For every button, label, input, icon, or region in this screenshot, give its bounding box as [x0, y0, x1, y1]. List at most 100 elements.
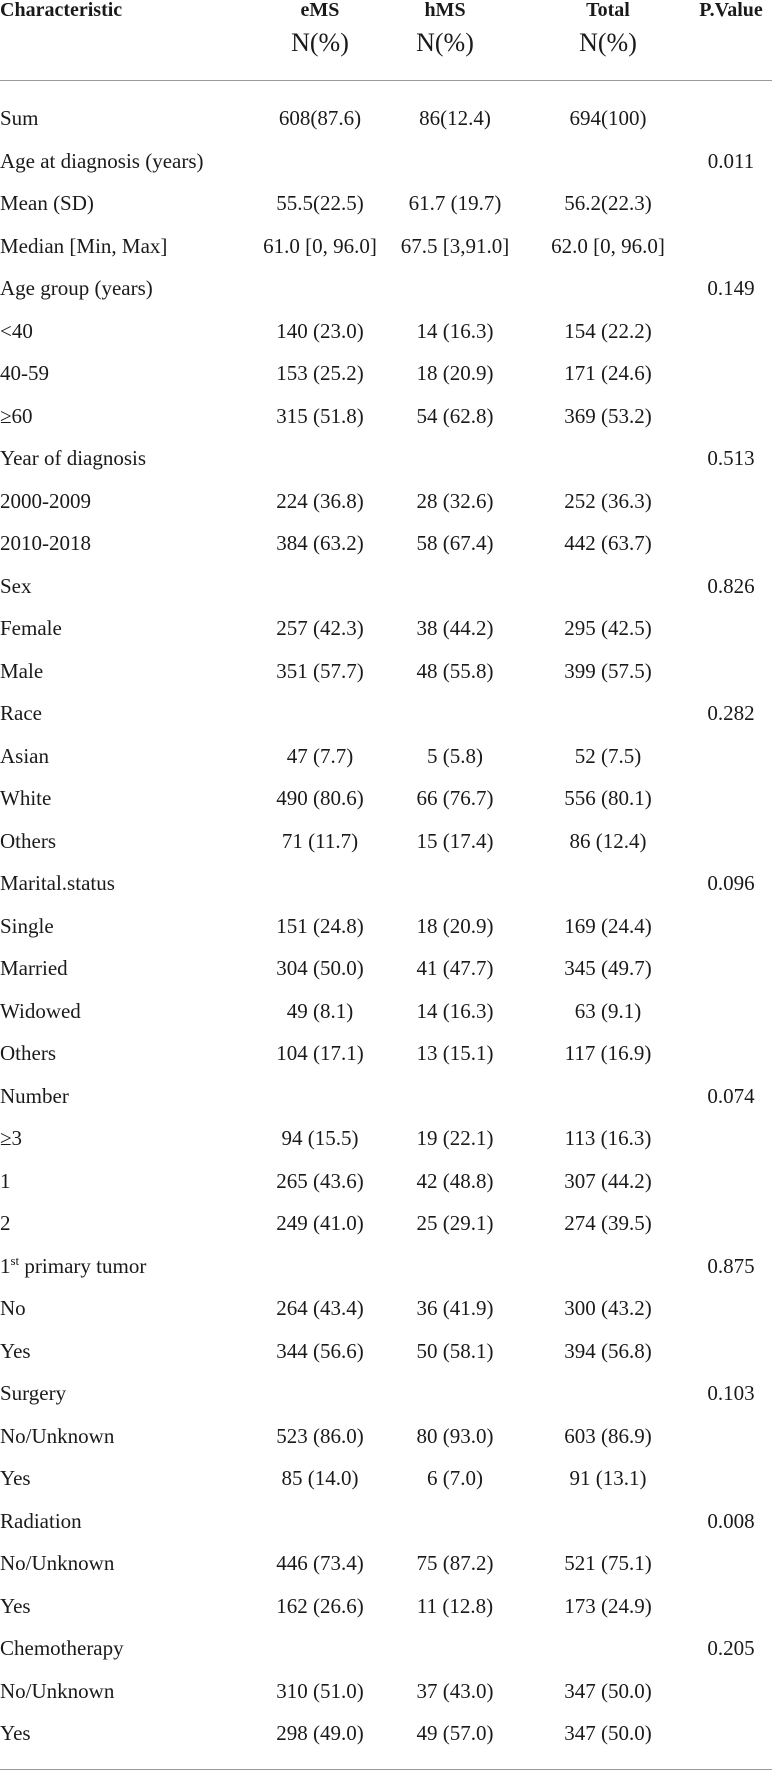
- cell-hms: 18 (20.9): [416, 361, 494, 385]
- table-row: 1 265 (43.6) 42 (48.8) 307 (44.2): [0, 1160, 772, 1203]
- row-label: Mean (SD): [0, 191, 94, 215]
- cell-ems: 249 (41.0): [276, 1211, 364, 1235]
- cell-ems: 304 (50.0): [276, 956, 364, 980]
- row-label: Sum: [0, 106, 39, 130]
- cell-hms: 5 (5.8): [427, 743, 483, 768]
- cell-total: 113 (16.3): [564, 1126, 652, 1150]
- cell-hms: 48 (55.8): [416, 658, 494, 683]
- row-label: ≥60: [0, 403, 33, 428]
- cell-hms: 41 (47.7): [416, 956, 494, 980]
- table-row: Sex 0.826: [0, 565, 772, 608]
- cell-pvalue: 0.282: [707, 701, 755, 725]
- row-label: No: [0, 1296, 26, 1320]
- row-label: Year of diagnosis: [0, 446, 147, 470]
- cell-total: 399 (57.5): [564, 658, 652, 683]
- row-label: Radiation: [0, 1508, 82, 1533]
- cell-total: 52 (7.5): [574, 743, 642, 768]
- row-label-rest: primary tumor: [19, 1253, 147, 1278]
- cell-total: 347 (50.0): [564, 1721, 652, 1745]
- cell-hms: 19 (22.1): [416, 1126, 494, 1150]
- cell-total: 442 (63.7): [564, 531, 652, 555]
- row-label: 1: [0, 1168, 11, 1193]
- table-row: No/Unknown 310 (51.0) 37 (43.0) 347 (50.0): [0, 1670, 772, 1713]
- cell-ems: 446 (73.4): [276, 1551, 364, 1575]
- row-label: Male: [0, 658, 44, 683]
- cell-hms: 49 (57.0): [416, 1721, 494, 1745]
- row-label: 2010-2018: [0, 531, 91, 555]
- cell-pvalue: 0.008: [707, 1508, 755, 1533]
- header-hms-name: hMS: [424, 0, 466, 21]
- header-total: Total N(%): [558, 0, 658, 56]
- cell-total: 171 (24.6): [564, 361, 652, 385]
- table-row: ≥3 94 (15.5) 19 (22.1) 113 (16.3): [0, 1117, 772, 1160]
- cell-total: 62.0 [0, 96.0]: [551, 233, 665, 258]
- cell-hms: 37 (43.0): [416, 1678, 494, 1703]
- cell-total: 56.2(22.3): [564, 191, 652, 215]
- table-row: White 490 (80.6) 66 (76.7) 556 (80.1): [0, 777, 772, 820]
- header-total-unit: N(%): [579, 28, 637, 57]
- cell-ems: 310 (51.0): [276, 1678, 364, 1703]
- cell-pvalue: 0.074: [707, 1083, 755, 1108]
- table-row: 2 249 (41.0) 25 (29.1) 274 (39.5): [0, 1202, 772, 1245]
- header-hms: hMS N(%): [395, 0, 495, 56]
- cell-total: 300 (43.2): [564, 1296, 652, 1320]
- cell-total: 556 (80.1): [564, 786, 652, 810]
- row-label: Sex: [0, 573, 32, 598]
- row-label: Others: [0, 1041, 56, 1065]
- table-row: No/Unknown 446 (73.4) 75 (87.2) 521 (75.1): [0, 1542, 772, 1585]
- table-row: Widowed 49 (8.1) 14 (16.3) 63 (9.1): [0, 990, 772, 1033]
- cell-total: 307 (44.2): [564, 1168, 652, 1193]
- row-label: White: [0, 786, 52, 810]
- cell-ems: 71 (11.7): [281, 828, 359, 853]
- cell-ems: 264 (43.4): [276, 1296, 364, 1320]
- cell-hms: 38 (44.2): [416, 616, 494, 640]
- table-row: Yes 298 (49.0) 49 (57.0) 347 (50.0): [0, 1712, 772, 1755]
- row-label-superscript: st: [10, 1252, 20, 1268]
- cell-hms: 58 (67.4): [416, 531, 494, 555]
- table-header: Characteristic eMS N(%) hMS N(%) Total N…: [0, 0, 772, 81]
- cell-total: 86 (12.4): [569, 828, 647, 853]
- cell-pvalue: 0.103: [707, 1381, 755, 1405]
- table-row: Yes 162 (26.6) 11 (12.8) 173 (24.9): [0, 1585, 772, 1628]
- cell-total: 295 (42.5): [564, 616, 652, 640]
- header-total-name: Total: [586, 0, 630, 21]
- cell-ems: 94 (15.5): [281, 1126, 359, 1150]
- row-label: 40-59: [0, 361, 49, 385]
- table-row: Number 0.074: [0, 1075, 772, 1118]
- table-row: Yes 344 (56.6) 50 (58.1) 394 (56.8): [0, 1330, 772, 1373]
- table-row: Age group (years) 0.149: [0, 267, 772, 310]
- cell-ems: 257 (42.3): [276, 616, 364, 640]
- row-label: Number: [0, 1083, 69, 1108]
- row-label: Age group (years): [0, 276, 153, 300]
- row-label: ≥3: [0, 1126, 23, 1150]
- row-label: Yes: [0, 1593, 31, 1618]
- table-row: Others 71 (11.7) 15 (17.4) 86 (12.4): [0, 820, 772, 863]
- row-label: No/Unknown: [0, 1423, 115, 1448]
- cell-total: 694(100): [569, 106, 647, 130]
- row-label: No/Unknown: [0, 1678, 115, 1703]
- cell-ems: 49 (8.1): [286, 998, 354, 1023]
- cell-hms: 66 (76.7): [416, 786, 494, 810]
- cell-ems: 85 (14.0): [281, 1466, 359, 1490]
- cell-hms: 86(12.4): [419, 106, 491, 130]
- row-label: Widowed: [0, 998, 81, 1023]
- cell-ems: 298 (49.0): [276, 1721, 364, 1745]
- cell-hms: 11 (12.8): [416, 1593, 494, 1618]
- cell-hms: 54 (62.8): [416, 403, 494, 428]
- row-label: Female: [0, 616, 62, 640]
- cell-ems: 384 (63.2): [276, 531, 364, 555]
- table-row: Radiation 0.008: [0, 1500, 772, 1543]
- table-row: Single 151 (24.8) 18 (20.9) 169 (24.4): [0, 905, 772, 948]
- cell-hms: 14 (16.3): [416, 998, 494, 1023]
- cell-hms: 42 (48.8): [416, 1168, 494, 1193]
- cell-ems: 153 (25.2): [276, 361, 364, 385]
- table-row: 2010-2018 384 (63.2) 58 (67.4) 442 (63.7): [0, 522, 772, 565]
- header-ems-unit: N(%): [291, 28, 349, 57]
- cell-ems: 224 (36.8): [276, 488, 364, 513]
- table-row: Year of diagnosis 0.513: [0, 437, 772, 480]
- row-label-main: 1: [0, 1253, 11, 1278]
- cell-hms: 61.7 (19.7): [408, 191, 502, 215]
- table-row: Female 257 (42.3) 38 (44.2) 295 (42.5): [0, 607, 772, 650]
- cell-ems: 608(87.6): [278, 106, 362, 130]
- row-label: Marital.status: [0, 871, 115, 895]
